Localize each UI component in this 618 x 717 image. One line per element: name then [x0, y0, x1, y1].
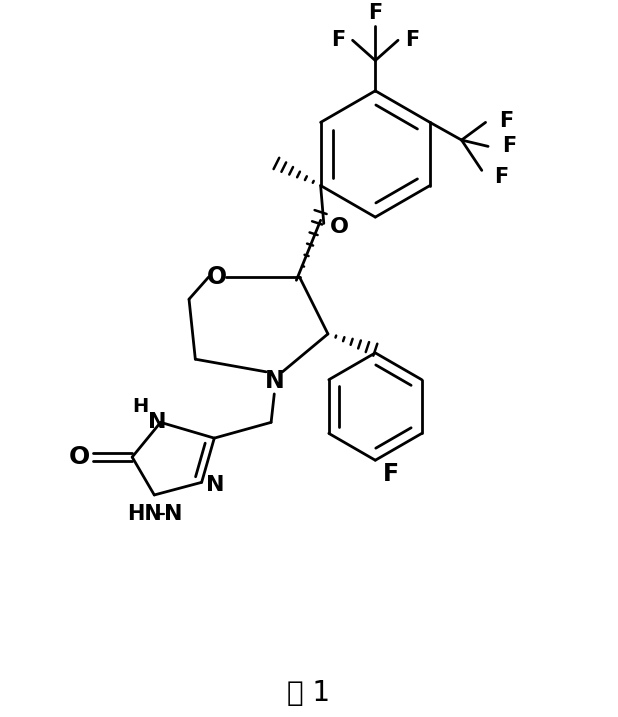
Text: F: F — [368, 3, 383, 23]
Text: F: F — [499, 111, 514, 131]
Text: 式 1: 式 1 — [287, 678, 331, 707]
Text: F: F — [383, 462, 399, 486]
Text: HN: HN — [127, 504, 162, 524]
Text: N: N — [265, 369, 284, 394]
Text: F: F — [405, 30, 419, 50]
Text: F: F — [494, 166, 509, 186]
Text: N: N — [148, 412, 167, 432]
Text: O: O — [330, 217, 349, 237]
Text: F: F — [502, 136, 517, 156]
Text: O: O — [69, 445, 90, 469]
Text: N: N — [206, 475, 225, 495]
Text: N: N — [164, 504, 182, 524]
Text: F: F — [331, 30, 346, 50]
Text: H: H — [132, 397, 148, 416]
Text: O: O — [208, 265, 227, 289]
